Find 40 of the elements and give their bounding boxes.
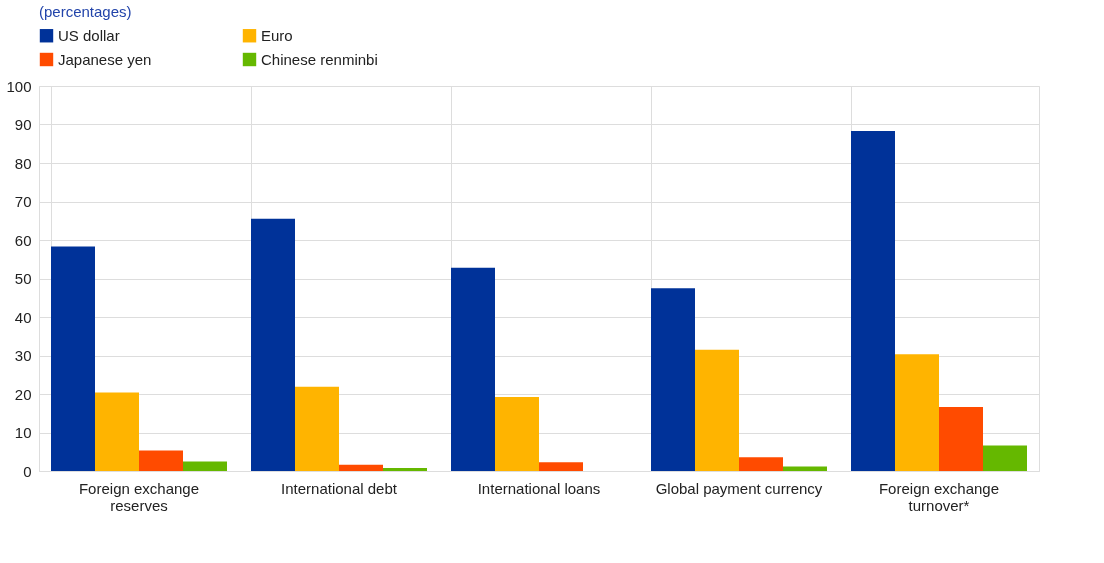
bar [295,386,339,471]
bar [983,445,1027,471]
bar [339,464,383,471]
y-tick-label: 0 [23,462,32,480]
bar [183,461,227,471]
y-tick-label: 70 [14,193,32,210]
y-tick-label: 60 [14,231,32,249]
bar [495,397,539,471]
y-tick-label: 90 [14,116,32,133]
y-tick-label: 40 [14,308,32,326]
bar [539,462,583,471]
y-tick-label: 20 [14,385,32,403]
y-tick-label: 10 [14,424,32,441]
bar [851,131,895,471]
bar [939,407,983,471]
legend-label: US dollar [58,26,120,44]
legend-label: Japanese yen [58,50,152,68]
bar [51,246,95,471]
bar [139,450,183,471]
bar [651,288,695,471]
bar [783,466,827,471]
bar [895,354,939,471]
x-tick-label: Foreign exchange turnover* [878,479,1000,514]
bar [739,457,783,471]
bar [695,349,739,471]
x-tick-label: Foreign exchange reserves [78,479,200,514]
y-tick-label: 100 [6,77,32,95]
y-tick-label: 50 [14,270,32,287]
bar [383,467,427,471]
legend-label: Chinese renminbi [261,50,378,68]
x-tick-label: International debt [281,479,398,497]
legend-label: Euro [261,26,293,44]
x-tick-label: International loans [477,479,601,497]
y-tick-label: 30 [14,347,32,364]
chart-title: (percentages) [39,3,132,20]
bar [451,267,495,471]
bar [251,218,295,471]
y-tick-label: 80 [14,154,32,172]
bar [95,392,139,471]
x-tick-label: Global payment currency [655,479,823,497]
